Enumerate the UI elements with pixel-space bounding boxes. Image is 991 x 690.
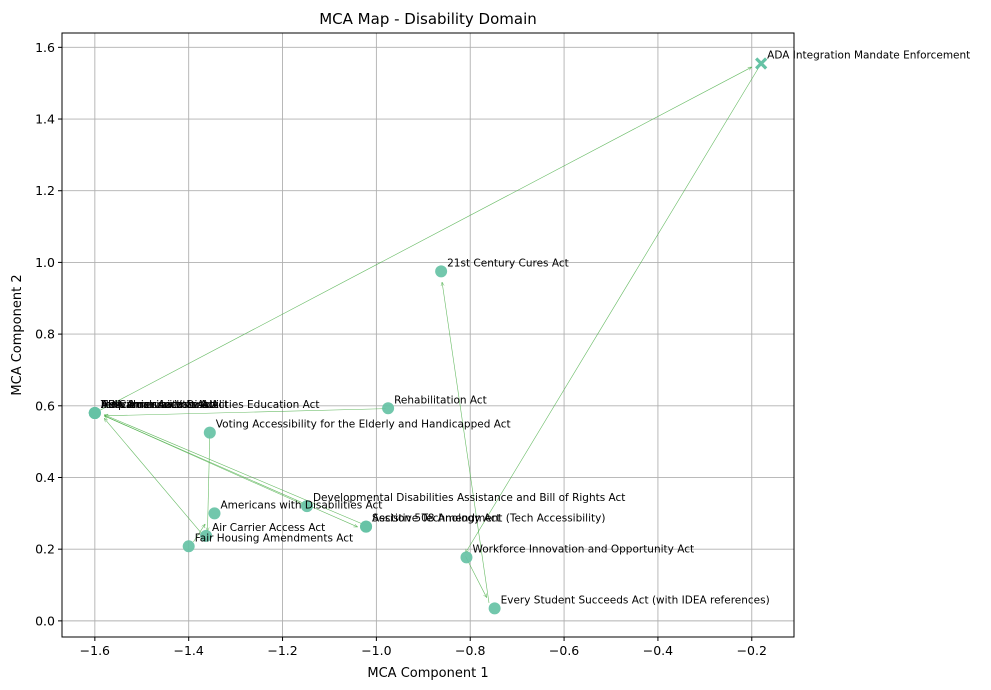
plot-area-frame <box>61 32 795 638</box>
transition-arrow <box>466 63 762 552</box>
transition-arrow <box>104 415 357 528</box>
data-point-label: ADA Integration Mandate Enforcement <box>767 49 970 61</box>
y-tick-label: 1.6 <box>35 40 55 55</box>
data-point <box>208 507 221 520</box>
data-point <box>88 406 101 419</box>
x-axis-ticks: −1.6 −1.4 −1.2 −1.0 −0.8 −0.6 −0.4 −0.2 <box>80 637 767 658</box>
data-point-label: ADA Amendments Act <box>101 399 217 411</box>
data-point-label: Voting Accessibility for the Elderly and… <box>216 419 511 431</box>
point-label-layer: ADA Integration Mandate Enforcement 21st … <box>100 49 970 606</box>
data-point-label: 21st Century Cures Act <box>447 257 569 269</box>
data-point-label: Developmental Disabilities Assistance an… <box>313 492 625 504</box>
x-tick-label: −1.0 <box>361 643 391 658</box>
x-axis-label: MCA Component 1 <box>367 666 488 681</box>
data-point <box>300 500 313 513</box>
transition-arrow <box>94 66 752 414</box>
data-point <box>203 426 216 439</box>
data-point-label: Section 508 Amendment (Tech Accessibilit… <box>372 513 605 525</box>
y-axis-label: MCA Component 2 <box>10 274 25 395</box>
data-point-label: Individuals with Disabilities Education … <box>101 399 320 411</box>
data-point-label: Every Student Succeeds Act (with IDEA re… <box>501 594 770 606</box>
y-tick-label: 0.0 <box>35 613 55 628</box>
transition-arrow <box>104 408 386 416</box>
y-tick-label: 1.4 <box>35 112 55 127</box>
data-point <box>382 402 395 415</box>
data-point <box>200 529 213 542</box>
transition-arrow <box>207 434 211 531</box>
data-point-label: Workforce Innovation and Opportunity Act <box>472 543 694 555</box>
data-point <box>182 540 195 553</box>
data-point-label: Help America Vote Act <box>101 399 219 411</box>
data-point-label: Fair Housing Amendments Act <box>195 532 353 544</box>
data-point <box>488 602 501 615</box>
transition-arrow <box>193 524 205 543</box>
x-tick-label: −1.2 <box>267 643 297 658</box>
y-tick-label: 0.4 <box>35 470 55 485</box>
transition-arrow <box>104 418 203 536</box>
x-tick-label: −0.2 <box>737 643 767 658</box>
y-tick-label: 0.2 <box>35 542 55 557</box>
y-tick-label: 1.2 <box>35 183 55 198</box>
transition-arrow <box>104 415 368 527</box>
data-point-label: Air Carrier Access Act <box>101 399 214 411</box>
y-tick-label: 0.8 <box>35 327 55 342</box>
data-point <box>460 551 473 564</box>
data-point-label: Air Carrier Access Act <box>212 522 325 534</box>
y-tick-label: 1.0 <box>35 255 55 270</box>
x-tick-label: −1.6 <box>80 643 110 658</box>
transition-arrow <box>442 282 490 603</box>
x-tick-label: −1.4 <box>174 643 204 658</box>
data-point <box>435 265 448 278</box>
data-point-x-marker <box>755 57 768 70</box>
point-layer <box>88 57 768 615</box>
chart-title: MCA Map - Disability Domain <box>319 10 537 28</box>
data-point-label: Rehabilitation Act <box>394 394 487 406</box>
y-tick-label: 0.6 <box>35 398 55 413</box>
data-point-label: Americans with Disabilities Act <box>221 499 383 511</box>
y-axis-ticks: 0.0 0.2 0.4 0.6 0.8 1.0 1.2 1.4 1.6 <box>35 40 62 628</box>
data-point-label: Telecommunications Act <box>100 399 228 411</box>
x-tick-label: −0.8 <box>455 643 485 658</box>
grid-lines <box>62 33 794 637</box>
arrow-layer <box>94 63 762 603</box>
data-point <box>360 520 373 533</box>
x-tick-label: −0.6 <box>549 643 579 658</box>
x-tick-label: −0.4 <box>643 643 673 658</box>
data-point-label: Assistive Technology Act <box>372 513 501 525</box>
transition-arrow <box>465 556 487 597</box>
